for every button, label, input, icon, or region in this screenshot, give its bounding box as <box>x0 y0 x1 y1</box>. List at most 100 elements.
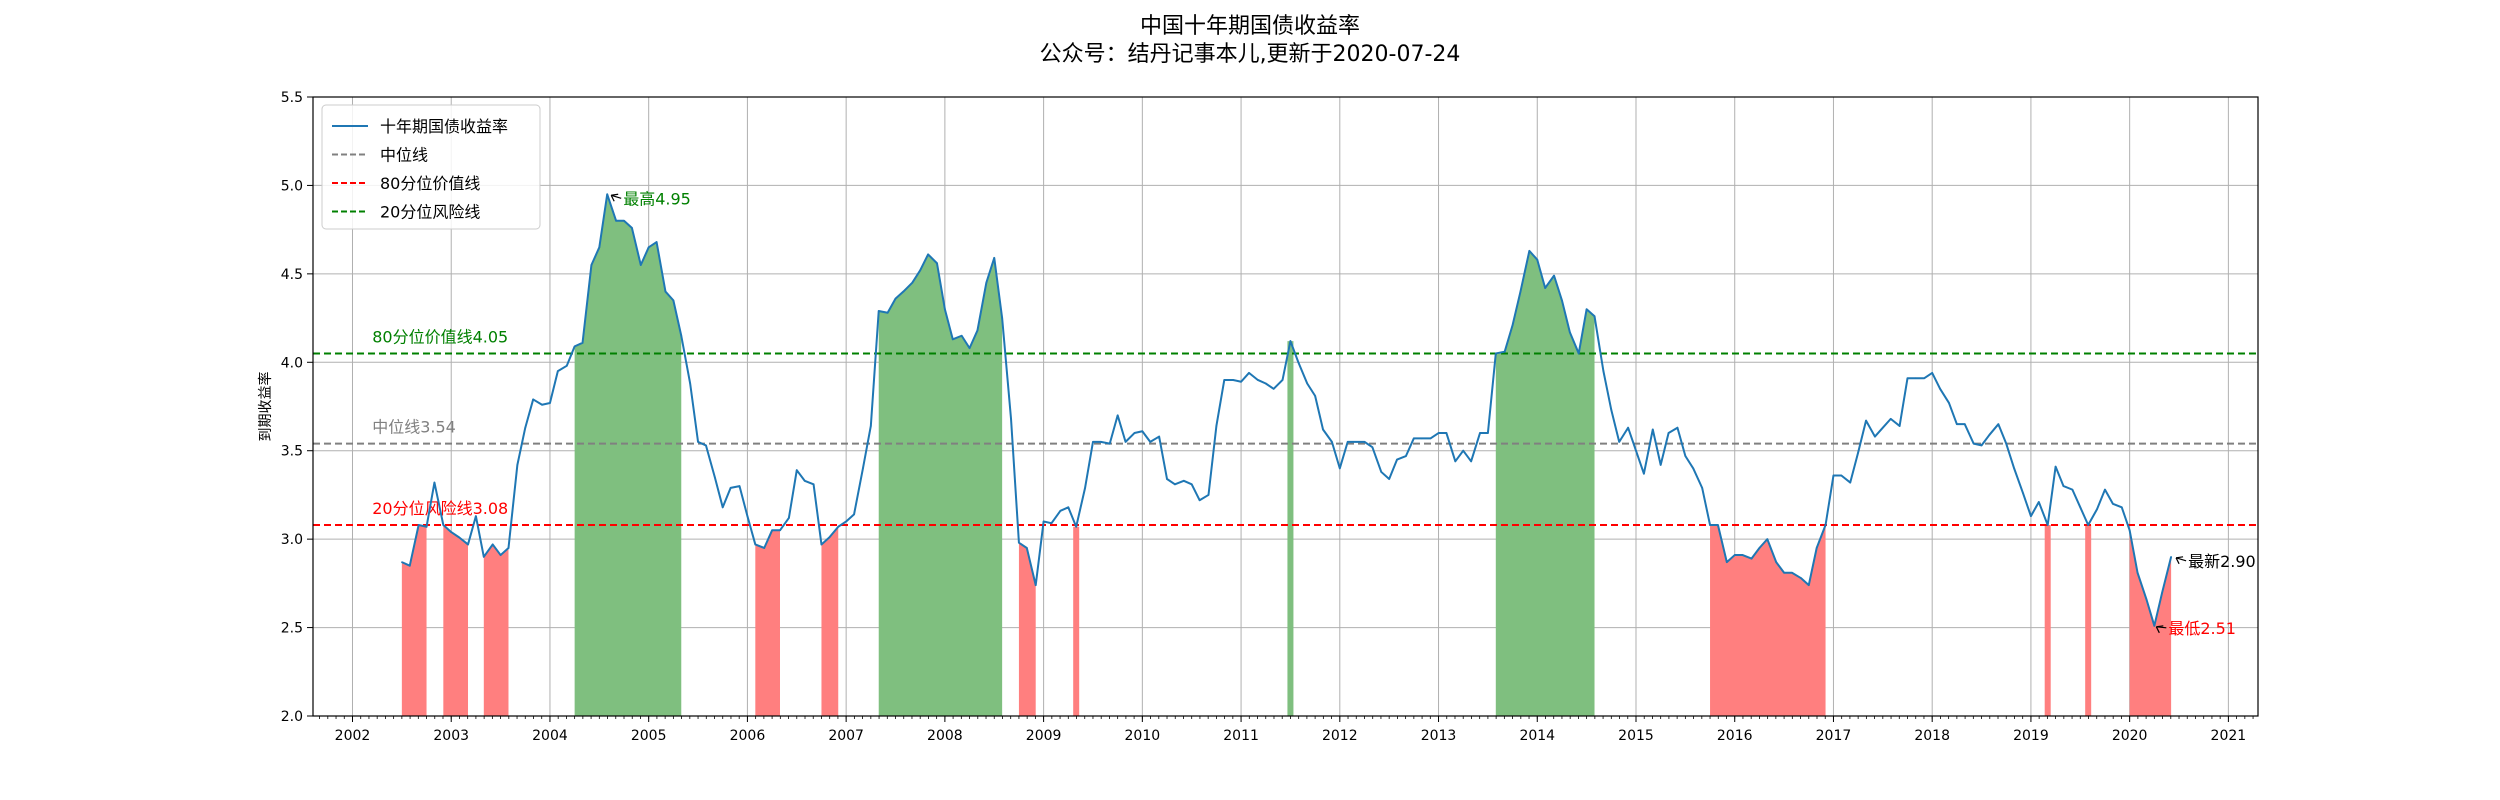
low-yield-fill <box>2044 524 2051 716</box>
data-point <box>1585 308 1588 311</box>
data-point <box>1215 425 1218 427</box>
data-point <box>1676 426 1679 429</box>
data-point <box>1339 467 1341 470</box>
data-point <box>779 529 781 532</box>
data-point <box>1980 444 1983 447</box>
data-point <box>1494 352 1497 355</box>
data-point <box>1034 584 1037 586</box>
data-point <box>458 536 460 539</box>
data-point <box>680 334 683 337</box>
data-point <box>507 547 510 549</box>
data-point <box>1577 352 1580 355</box>
data-point <box>951 338 954 341</box>
data-point <box>993 257 996 259</box>
data-point <box>2038 501 2040 503</box>
x-tick-label: 2008 <box>927 728 963 744</box>
data-point <box>729 487 732 489</box>
data-point <box>2153 625 2156 627</box>
data-point <box>960 334 963 337</box>
data-point <box>1824 524 1827 526</box>
threshold-fills <box>401 194 2172 716</box>
data-point <box>2161 591 2164 593</box>
data-point <box>1898 425 1901 427</box>
data-point <box>1561 299 1563 302</box>
data-point <box>837 525 840 528</box>
data-point <box>499 554 502 556</box>
data-point <box>467 543 469 546</box>
x-tick-label: 2012 <box>1322 728 1358 744</box>
data-point <box>516 464 519 466</box>
x-tick-label: 2002 <box>335 728 371 744</box>
data-point <box>598 246 601 249</box>
data-point <box>1758 547 1761 549</box>
data-point <box>1618 441 1621 443</box>
data-point <box>1314 395 1316 397</box>
data-point <box>1800 577 1802 579</box>
data-point <box>1635 449 1637 452</box>
low-yield-fill <box>755 530 780 716</box>
low-yield-fill <box>1018 542 1036 716</box>
annotation-arrowhead-max <box>610 193 619 202</box>
annotation-min: 最低2.51 <box>2168 619 2236 638</box>
data-point <box>1750 557 1753 560</box>
low-yield-fill <box>483 544 509 716</box>
data-point <box>1569 331 1571 334</box>
x-tick-label: 2006 <box>730 728 766 744</box>
data-point <box>795 469 798 471</box>
data-point <box>1133 432 1136 434</box>
data-point <box>549 402 551 404</box>
x-tick-label: 2018 <box>1914 728 1950 744</box>
data-point <box>557 370 559 372</box>
data-point <box>483 556 485 558</box>
data-point <box>1396 458 1398 461</box>
data-point <box>1116 414 1119 417</box>
data-point <box>2062 485 2065 487</box>
data-point <box>1363 441 1366 443</box>
chart-subtitle: 公众号：结丹记事本儿,更新于2020-07-24 <box>1039 42 1461 67</box>
x-axis: 2002 2003 2004 2005 2006 2007 2008 2009 2010 2011… <box>319 716 2254 744</box>
legend-label: 中位线 <box>380 146 428 165</box>
high-yield-fill <box>1495 250 1595 716</box>
data-point <box>919 269 921 272</box>
data-point <box>1791 571 1793 574</box>
data-point <box>1257 379 1259 381</box>
data-point <box>655 241 658 243</box>
data-point <box>1297 361 1300 364</box>
x-tick-label: 2019 <box>2013 728 2049 744</box>
data-point <box>1889 418 1892 420</box>
data-point <box>1692 467 1695 470</box>
data-point <box>985 281 988 284</box>
data-point <box>1544 287 1546 289</box>
x-tick-label: 2011 <box>1223 728 1259 744</box>
data-point <box>714 476 716 479</box>
data-point <box>1733 554 1736 556</box>
data-point <box>1067 506 1070 509</box>
data-point <box>2096 508 2098 510</box>
data-point <box>1931 372 1933 374</box>
data-point <box>1198 499 1201 502</box>
data-point <box>1346 441 1349 443</box>
data-point <box>1766 538 1769 540</box>
data-point <box>1807 584 1810 586</box>
annotation-arrow-max <box>611 194 622 199</box>
data-point <box>1882 426 1884 429</box>
data-point <box>1815 547 1818 549</box>
series-points <box>401 193 2172 627</box>
annotation-arrowhead-latest <box>2175 556 2184 565</box>
data-point <box>1158 435 1160 438</box>
data-point <box>1651 428 1654 431</box>
y-tick-label: 4.0 <box>281 355 303 371</box>
data-point <box>1717 524 1719 526</box>
data-point <box>1462 449 1465 452</box>
legend-label: 20分位风险线 <box>380 203 480 222</box>
data-point <box>1223 379 1226 381</box>
data-point <box>788 517 790 519</box>
data-point <box>936 262 938 265</box>
data-point <box>845 520 847 523</box>
data-point <box>1479 432 1481 434</box>
data-point <box>746 515 749 517</box>
high-yield-fill <box>1287 341 1294 716</box>
legend-label: 80分位价值线 <box>380 174 480 193</box>
